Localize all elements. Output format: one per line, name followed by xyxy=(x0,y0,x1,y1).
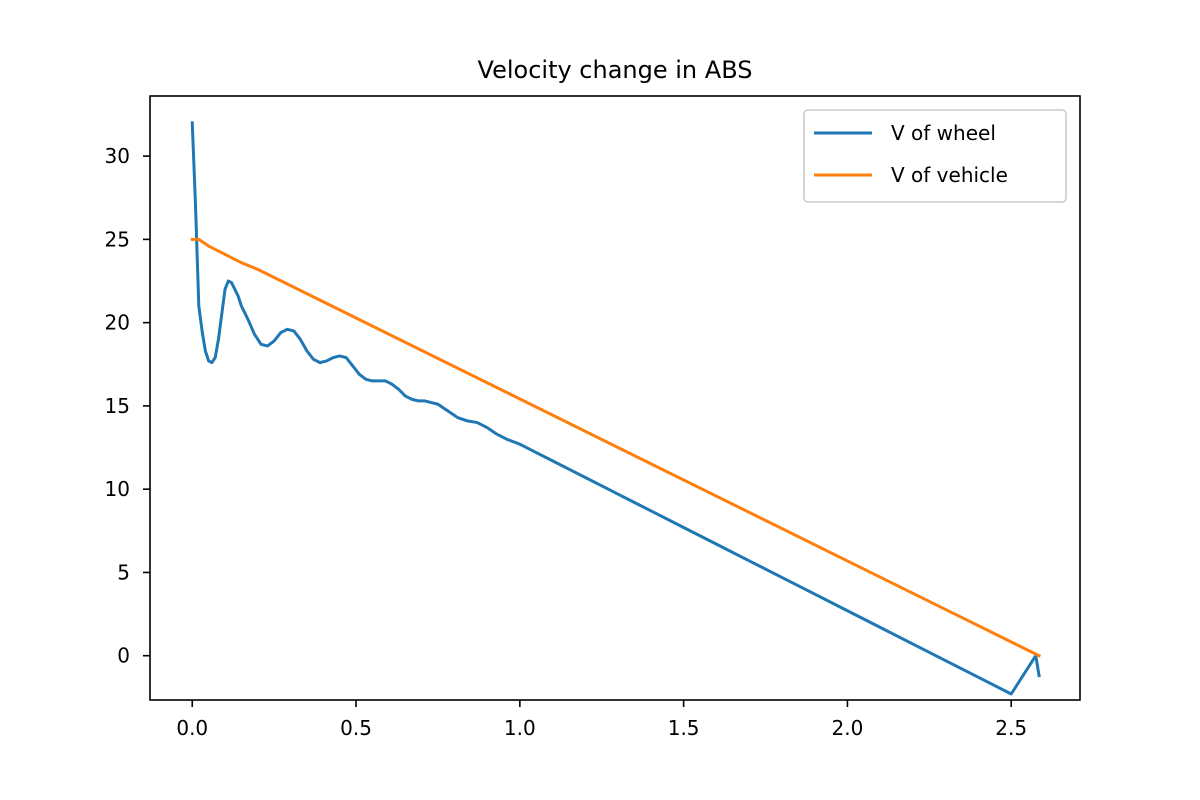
y-tick-label: 25 xyxy=(105,227,130,251)
y-tick-label: 20 xyxy=(105,311,130,335)
y-tick-label: 0 xyxy=(117,644,130,668)
y-tick-label: 15 xyxy=(105,394,130,418)
y-tick-label: 5 xyxy=(117,560,130,584)
x-tick-label: 2.5 xyxy=(995,716,1027,740)
x-tick-label: 0.5 xyxy=(340,716,372,740)
series-group xyxy=(190,121,1042,696)
y-axis: 0 5 10 15 20 25 30 xyxy=(105,144,150,668)
x-tick-label: 1.0 xyxy=(504,716,536,740)
legend: V of wheel V of vehicle xyxy=(803,109,1067,203)
x-tick-label: 1.5 xyxy=(668,716,700,740)
series-line-wheel xyxy=(190,121,1041,696)
y-tick-label: 10 xyxy=(105,477,130,501)
x-tick-label: 2.0 xyxy=(832,716,864,740)
x-axis: 0.0 0.5 1.0 1.5 2.0 2.5 xyxy=(176,700,1027,740)
y-tick-label: 30 xyxy=(105,144,130,168)
chart-title: Velocity change in ABS xyxy=(478,56,753,84)
series-line-vehicle xyxy=(190,237,1042,658)
legend-label: V of wheel xyxy=(891,121,996,145)
x-tick-label: 0.0 xyxy=(176,716,208,740)
legend-label: V of vehicle xyxy=(891,163,1008,187)
